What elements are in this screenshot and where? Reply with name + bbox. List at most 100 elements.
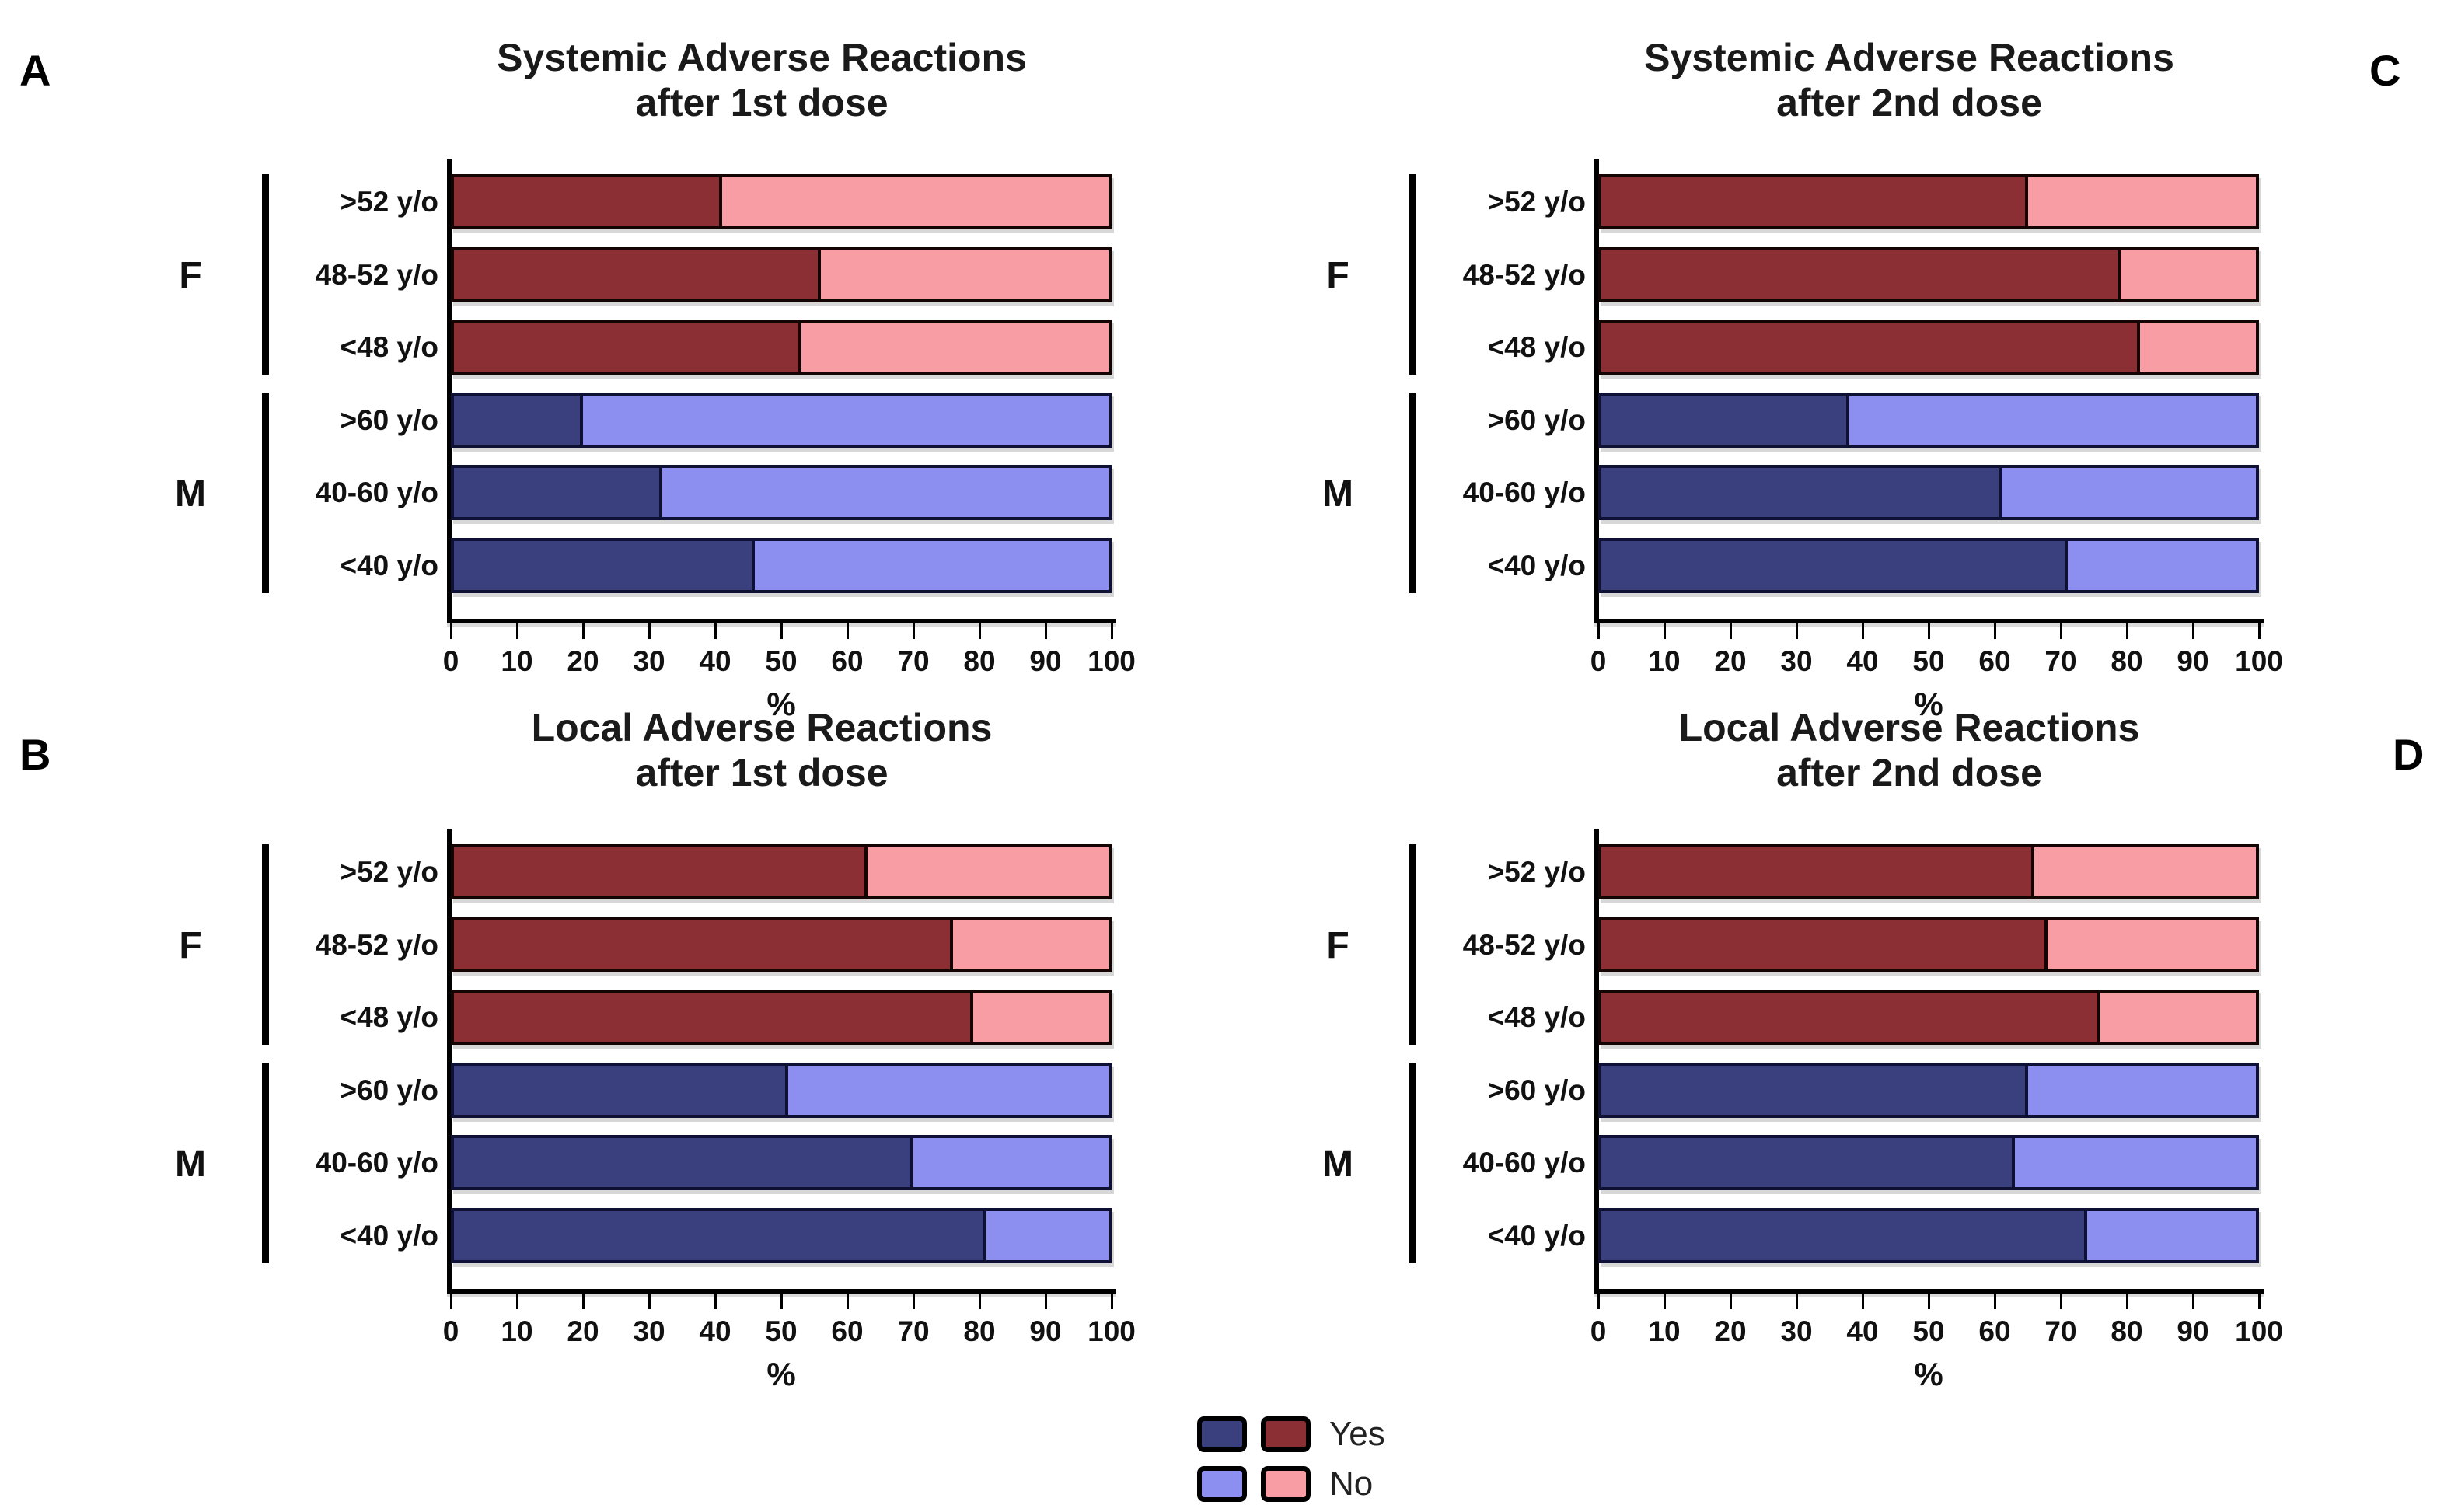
age-label: 40-60 y/o [315, 477, 438, 508]
bar-segment-no [972, 990, 1112, 1045]
bar-segment-yes [1598, 1135, 2015, 1190]
bar-segment-no [583, 393, 1112, 448]
bar-row: >60 y/o [340, 1063, 1112, 1118]
bar-segment-yes [1598, 1208, 2087, 1263]
bar-row: 48-52 y/o [1463, 917, 2259, 972]
panel-local-2nd-dose: Local Adverse Reactions after 2nd dose F… [1147, 670, 2369, 1392]
bar-segment-no [787, 1063, 1112, 1118]
male-group-label: M [1322, 473, 1353, 515]
male-group-label: M [175, 1144, 206, 1185]
age-label: 48-52 y/o [315, 259, 438, 291]
age-label: >60 y/o [1487, 1074, 1586, 1106]
bar-row: 40-60 y/o [1463, 1135, 2259, 1190]
x-axis-label: % [766, 1356, 796, 1392]
axis-tick-label: 80 [963, 645, 996, 677]
bar-segment-no [2027, 174, 2259, 229]
age-label: 48-52 y/o [1462, 929, 1586, 961]
bar-row: <48 y/o [340, 990, 1112, 1045]
legend-swatch-female-yes [1261, 1416, 1311, 1452]
axis-tick-label: 50 [1912, 1315, 1945, 1347]
legend-swatch-female-no [1261, 1466, 1311, 1502]
stacked-bar [1598, 1063, 2259, 1118]
female-group-label: F [1326, 255, 1349, 296]
stacked-bar [1598, 320, 2259, 375]
axis-tick-label: 60 [1978, 1315, 2011, 1347]
axis-tick [1111, 1294, 1113, 1309]
bar-segment-yes [451, 1208, 986, 1263]
male-group-line [262, 1063, 269, 1263]
bar-row: <40 y/o [340, 1208, 1112, 1263]
x-axis-ticks [450, 1294, 1113, 1309]
bar-row: 40-60 y/o [316, 1135, 1112, 1190]
x-axis-tick-labels: 0 10 20 30 40 50 60 70 80 90 100 [1590, 1315, 2283, 1347]
bar-row: 48-52 y/o [316, 917, 1112, 972]
age-label: 40-60 y/o [1462, 1147, 1586, 1179]
bar-segment-no [2001, 465, 2259, 520]
axis-tick-label: 0 [1590, 645, 1607, 677]
axis-tick [1597, 623, 1600, 639]
legend-row-yes: Yes [1197, 1415, 1385, 1454]
bar-segment-yes [451, 393, 583, 448]
panel-title-line1: Systemic Adverse Reactions [1644, 36, 2174, 79]
age-label: <40 y/o [340, 550, 438, 581]
bar-segment-no [2100, 990, 2259, 1045]
stacked-bar [1598, 1208, 2259, 1263]
axis-tick [1664, 623, 1666, 639]
axis-tick-label: 20 [567, 1315, 599, 1347]
y-axis-line [447, 159, 452, 623]
axis-tick [450, 1294, 452, 1309]
x-axis-ticks [450, 623, 1113, 639]
panel-letter-c: C [2369, 46, 2401, 95]
axis-tick-label: 100 [2235, 645, 2283, 677]
panel-local-1st-dose: Local Adverse Reactions after 1st dose F… [0, 670, 1222, 1392]
bar-segment-yes [451, 1063, 788, 1118]
male-group-line [262, 393, 269, 593]
stacked-bar [1598, 174, 2259, 229]
female-group-label: F [1326, 925, 1349, 966]
bar-segment-yes [1598, 247, 2121, 302]
bar-segment-no [662, 465, 1112, 520]
panel-title-line2: after 1st dose [635, 751, 889, 794]
bar-row: <48 y/o [340, 320, 1112, 375]
bar-segment-no [1849, 393, 2259, 448]
legend-label-no: No [1329, 1465, 1374, 1503]
axis-tick [913, 623, 915, 639]
panel-title-line1: Systemic Adverse Reactions [497, 36, 1027, 79]
bar-row: >52 y/o [1487, 174, 2259, 229]
panel-systemic-2nd-dose: Systemic Adverse Reactions after 2nd dos… [1147, 0, 2369, 722]
stacked-bar [1598, 465, 2259, 520]
bar-segment-yes [1598, 320, 2140, 375]
x-axis-line [1594, 1289, 2264, 1294]
axis-tick-label: 10 [1648, 645, 1681, 677]
bar-row: >52 y/o [1487, 844, 2259, 899]
female-group-label: F [179, 255, 202, 296]
axis-tick-label: 20 [567, 645, 599, 677]
stacked-bar [1598, 393, 2259, 448]
bar-row: >60 y/o [1487, 1063, 2259, 1118]
axis-tick [847, 623, 849, 639]
axis-tick-label: 100 [1088, 1315, 1136, 1347]
axis-tick [847, 1294, 849, 1309]
axis-tick-label: 70 [897, 645, 930, 677]
x-axis-tick-labels: 0 10 20 30 40 50 60 70 80 90 100 [443, 645, 1136, 677]
axis-tick [1928, 1294, 1930, 1309]
panel-systemic-1st-dose: Systemic Adverse Reactions after 1st dos… [0, 0, 1222, 722]
x-axis-line [447, 619, 1116, 623]
bar-row: 48-52 y/o [316, 247, 1112, 302]
stacked-bar [451, 990, 1112, 1045]
bar-segment-yes [1598, 917, 2048, 972]
bar-segment-yes [1598, 844, 2034, 899]
axis-tick-label: 10 [501, 645, 533, 677]
bar-row: <40 y/o [340, 538, 1112, 593]
axis-tick [1928, 623, 1930, 639]
axis-tick [1994, 623, 1996, 639]
axis-tick-label: 60 [1978, 645, 2011, 677]
axis-tick-label: 50 [765, 1315, 798, 1347]
axis-tick [1045, 1294, 1047, 1309]
female-group-line [1409, 174, 1416, 375]
age-label: >52 y/o [340, 186, 438, 218]
age-label: 48-52 y/o [315, 929, 438, 961]
axis-tick [780, 623, 783, 639]
stacked-bar [451, 174, 1112, 229]
axis-tick [1045, 623, 1047, 639]
